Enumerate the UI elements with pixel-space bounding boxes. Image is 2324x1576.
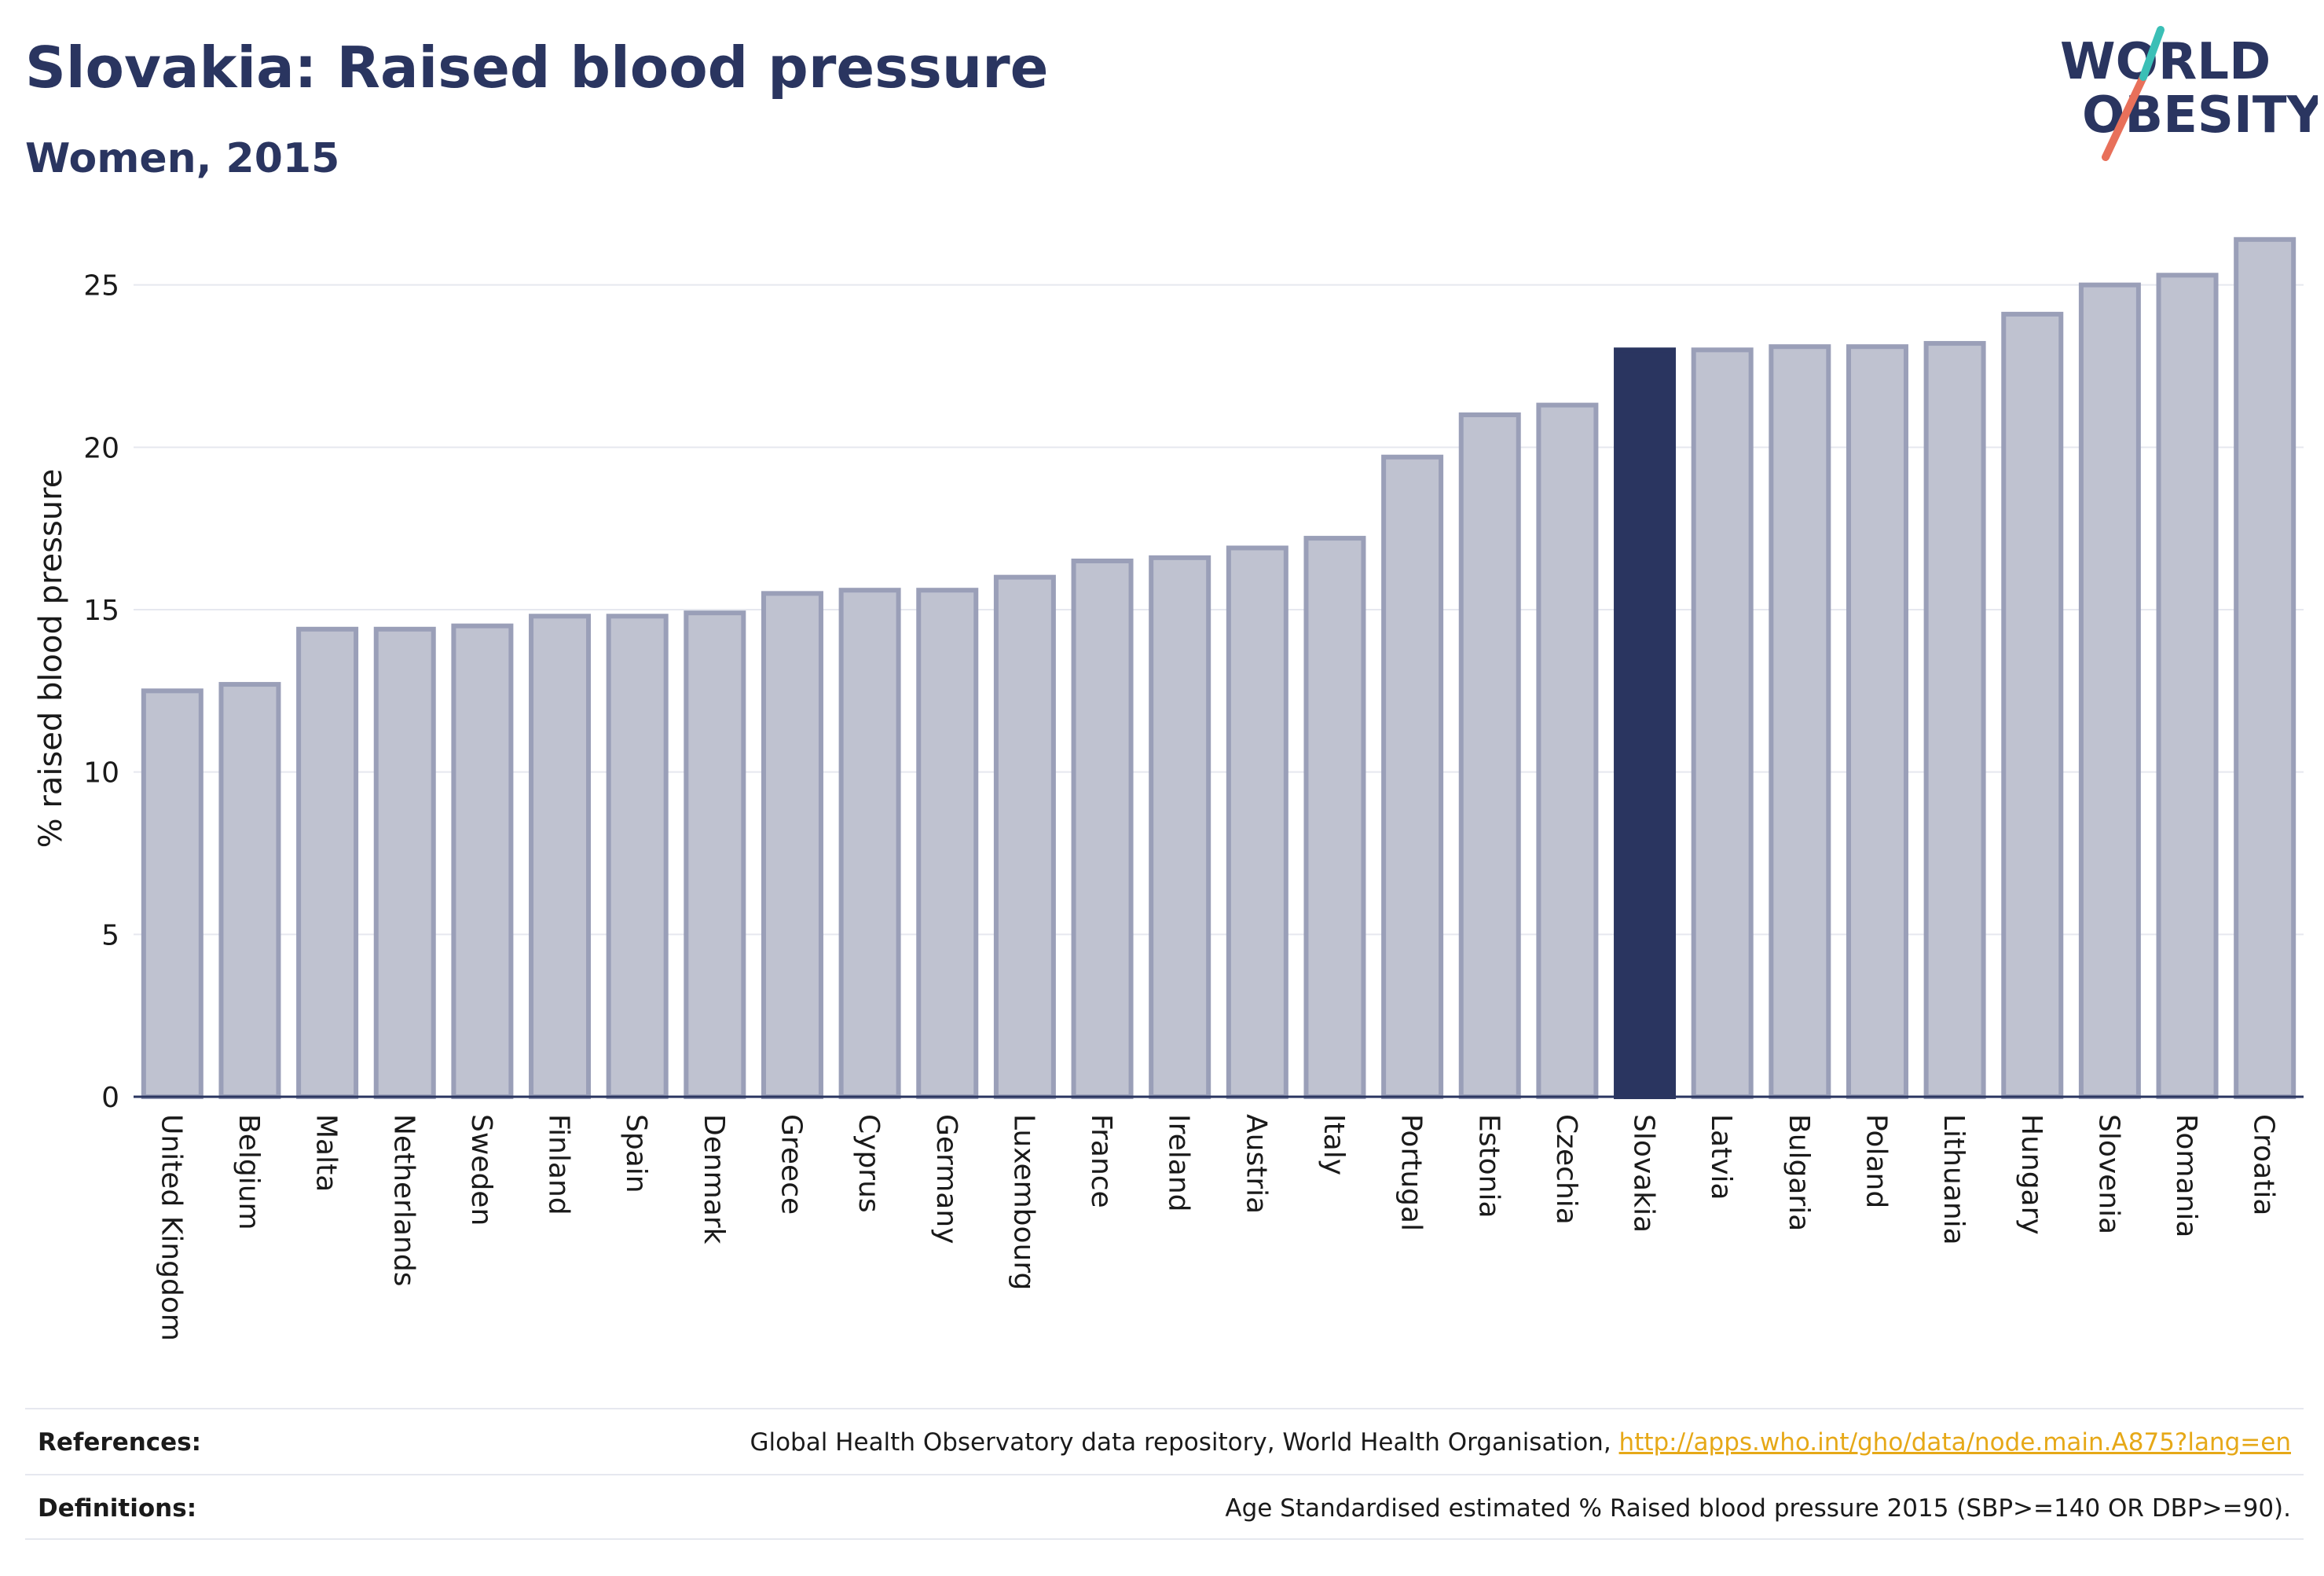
bar-slovakia	[1614, 347, 1677, 1100]
x-tick-label: Ireland	[1163, 1114, 1195, 1212]
logo-slash-teal-icon	[2139, 26, 2165, 81]
references-row: References: Global Health Observatory da…	[25, 1408, 2304, 1474]
references-text: Global Health Observatory data repositor…	[750, 1428, 1611, 1457]
y-tick-label: 15	[83, 595, 119, 627]
x-tick-label: Denmark	[698, 1114, 730, 1244]
x-tick-label: Romania	[2170, 1114, 2202, 1237]
chart-title: Slovakia: Raised blood pressure	[25, 35, 1049, 101]
bar-lithuania	[1923, 341, 1986, 1100]
x-tick-label: Spain	[620, 1114, 652, 1193]
x-tick-label: Hungary	[2015, 1114, 2047, 1235]
bar-chart: 0 5 10 15 20 25 % raised blood pressure United …	[33, 236, 2304, 1341]
x-tick-label: Lithuania	[1937, 1114, 1970, 1245]
x-tick-label: Slovakia	[1628, 1114, 1660, 1233]
x-tick-label: Latvia	[1705, 1114, 1737, 1200]
bar-united-kingdom	[141, 688, 203, 1099]
x-tick-label: Luxembourg	[1007, 1114, 1039, 1290]
x-tick-label: Poland	[1860, 1114, 1892, 1208]
x-tick-label: Bulgaria	[1783, 1114, 1815, 1231]
x-tick-label: Croatia	[2248, 1114, 2280, 1215]
bar-czechia	[1536, 402, 1599, 1099]
world-obesity-logo: WORLD OBESITY	[2060, 26, 2318, 161]
y-axis-label: % raised blood pressure	[33, 469, 69, 848]
definitions-label: Definitions:	[38, 1494, 197, 1523]
bar-latvia	[1691, 347, 1754, 1100]
y-tick-label: 20	[83, 432, 119, 464]
bar-poland	[1846, 344, 1908, 1099]
x-tick-label: Italy	[1318, 1114, 1350, 1175]
bar-romania	[2156, 273, 2219, 1099]
bar-netherlands	[373, 626, 436, 1099]
chart-subtitle: Women, 2015	[25, 135, 340, 182]
references-label: References:	[38, 1428, 202, 1457]
bar-greece	[761, 591, 823, 1099]
x-tick-label: Estonia	[1472, 1114, 1505, 1219]
bar-luxembourg	[993, 574, 1056, 1099]
y-tick-label: 10	[83, 757, 119, 790]
bar-austria	[1226, 545, 1288, 1099]
x-tick-label: Cyprus	[852, 1114, 885, 1213]
x-tick-label: Czechia	[1550, 1114, 1582, 1225]
x-tick-label: Slovenia	[2092, 1114, 2124, 1234]
bar-ireland	[1149, 555, 1211, 1099]
bar-germany	[916, 588, 979, 1099]
bar-spain	[606, 614, 669, 1099]
bar-cyprus	[838, 588, 901, 1099]
bar-hungary	[2001, 311, 2064, 1100]
bar-bulgaria	[1769, 344, 1831, 1099]
x-tick-label: France	[1085, 1114, 1117, 1208]
bar-france	[1071, 559, 1134, 1099]
bar-italy	[1303, 536, 1366, 1099]
x-tick-label: Malta	[310, 1114, 343, 1192]
x-tick-label: Greece	[775, 1114, 807, 1215]
definitions-text: Age Standardised estimated % Raised bloo…	[1225, 1494, 2291, 1523]
x-tick-label: Austria	[1240, 1114, 1272, 1214]
bar-portugal	[1381, 454, 1444, 1099]
logo-world-text: WORLD	[2060, 33, 2271, 91]
references-link[interactable]: http://apps.who.int/gho/data/node.main.A…	[1618, 1428, 2291, 1457]
bar-estonia	[1458, 412, 1521, 1099]
x-tick-label: Netherlands	[387, 1114, 420, 1286]
x-tick-label: Germany	[930, 1114, 962, 1244]
x-tick-label: United Kingdom	[155, 1114, 187, 1341]
references-text-group: Global Health Observatory data repositor…	[750, 1428, 2291, 1457]
x-tick-label: Sweden	[465, 1114, 497, 1226]
bar-slovenia	[2078, 282, 2141, 1100]
definitions-row: Definitions: Age Standardised estimated …	[25, 1474, 2304, 1540]
bar-denmark	[684, 610, 746, 1099]
y-tick-label: 25	[83, 270, 119, 302]
x-tick-label: Belgium	[233, 1114, 265, 1230]
bar-malta	[296, 626, 359, 1099]
logo-slash-icon	[2102, 73, 2147, 161]
bar-croatia	[2234, 236, 2297, 1099]
y-tick-label: 0	[101, 1082, 119, 1114]
bar-belgium	[218, 682, 281, 1099]
y-tick-label: 5	[101, 919, 119, 951]
bar-sweden	[451, 623, 514, 1099]
x-tick-label: Portugal	[1395, 1114, 1428, 1231]
x-tick-label: Finland	[543, 1114, 575, 1215]
bar-finland	[529, 614, 592, 1099]
